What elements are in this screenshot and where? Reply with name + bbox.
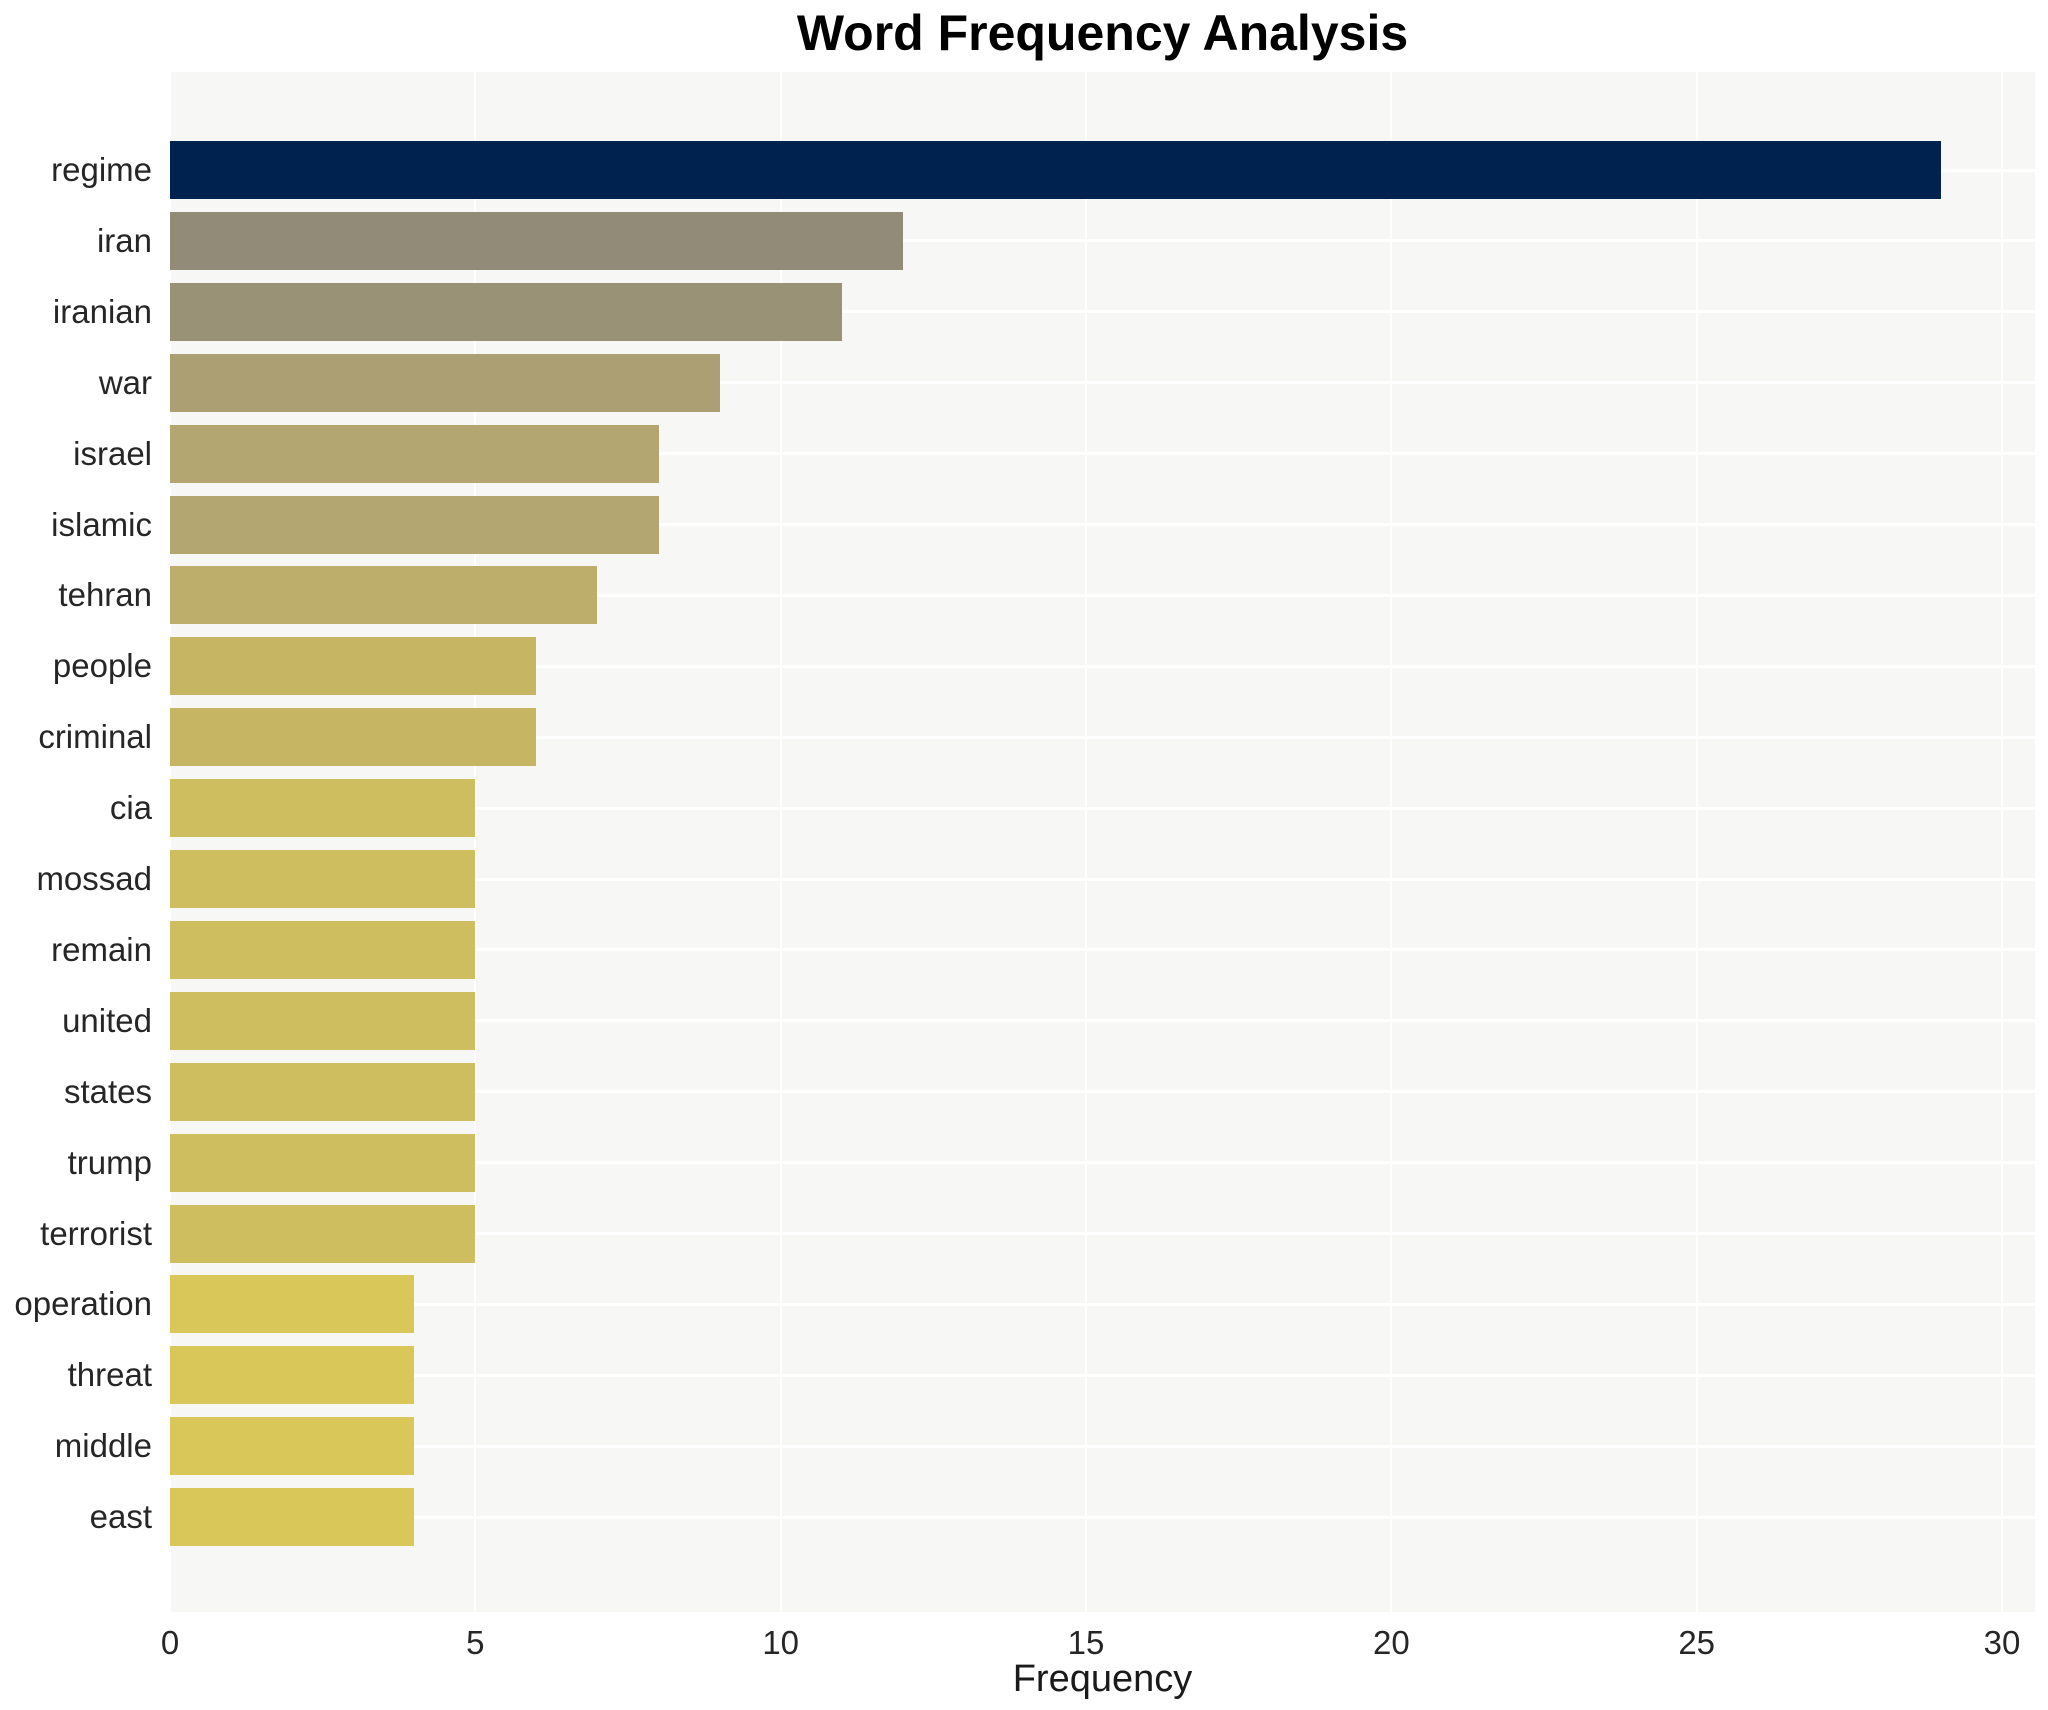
- bar-iranian: [170, 282, 842, 341]
- bar-middle: [170, 1417, 415, 1476]
- bar-tehran: [170, 566, 598, 625]
- x-gridline: [779, 72, 782, 1612]
- bar-mossad: [170, 850, 476, 908]
- y-label-iran: iran: [96, 221, 152, 259]
- y-label-east: east: [89, 1498, 152, 1536]
- bar-remain: [170, 920, 476, 979]
- y-gridline: [170, 1373, 2035, 1377]
- y-label-trump: trump: [67, 1143, 152, 1181]
- plot-area: [169, 72, 2035, 1612]
- bar-east: [170, 1488, 415, 1547]
- y-gridline: [170, 664, 2035, 668]
- y-label-remain: remain: [51, 930, 152, 968]
- y-label-war: war: [98, 363, 152, 401]
- bar-war: [170, 353, 720, 412]
- bar-states: [170, 1062, 476, 1121]
- y-gridline: [170, 1161, 2035, 1165]
- y-gridline: [170, 239, 2035, 243]
- y-label-middle: middle: [54, 1427, 152, 1465]
- y-gridline: [170, 877, 2035, 881]
- y-gridline: [170, 381, 2035, 385]
- y-label-criminal: criminal: [38, 718, 152, 756]
- x-tick-10: 10: [762, 1624, 800, 1661]
- y-label-islamic: islamic: [51, 505, 152, 543]
- x-tick-5: 5: [466, 1624, 485, 1661]
- x-gridline: [1695, 72, 1698, 1612]
- y-label-cia: cia: [109, 789, 152, 827]
- y-label-mossad: mossad: [36, 860, 152, 897]
- y-gridline: [170, 1515, 2035, 1519]
- bar-trump: [170, 1133, 476, 1192]
- x-gridline: [1390, 72, 1393, 1612]
- bar-iran: [170, 211, 903, 270]
- y-gridline: [170, 1302, 2035, 1306]
- bar-united: [170, 991, 476, 1050]
- y-gridline: [170, 310, 2035, 314]
- x-tick-30: 30: [1983, 1624, 2021, 1661]
- x-gridline: [169, 72, 171, 1612]
- y-gridline: [170, 593, 2035, 597]
- y-label-israel: israel: [73, 434, 152, 472]
- bar-criminal: [170, 708, 537, 767]
- y-gridline: [170, 1090, 2035, 1094]
- y-gridline: [170, 1444, 2035, 1448]
- y-label-united: united: [62, 1001, 152, 1039]
- x-gridline: [1085, 72, 1087, 1612]
- y-gridline: [170, 1232, 2035, 1235]
- bar-regime: [170, 141, 1941, 199]
- x-tick-15: 15: [1067, 1624, 1105, 1661]
- y-label-states: states: [63, 1072, 152, 1110]
- y-label-people: people: [52, 647, 152, 685]
- y-gridline: [170, 523, 2035, 526]
- x-tick-25: 25: [1678, 1624, 1716, 1661]
- x-gridline: [474, 72, 477, 1612]
- x-gridline: [2001, 72, 2004, 1612]
- bar-operation: [170, 1275, 415, 1334]
- bar-people: [170, 637, 537, 696]
- y-label-regime: regime: [51, 151, 152, 188]
- bar-cia: [170, 779, 476, 838]
- y-label-terrorist: terrorist: [40, 1214, 152, 1252]
- x-tick-0: 0: [160, 1624, 180, 1661]
- bar-threat: [170, 1346, 415, 1405]
- chart-title: Word Frequency Analysis: [796, 5, 1409, 61]
- x-axis-title: Frequency: [1012, 1658, 1193, 1700]
- y-gridline: [170, 806, 2035, 810]
- bar-terrorist: [170, 1204, 476, 1263]
- bar-israel: [170, 424, 659, 483]
- y-gridline: [170, 1019, 2035, 1023]
- y-label-operation: operation: [14, 1285, 152, 1323]
- y-label-tehran: tehran: [58, 576, 152, 614]
- bar-islamic: [170, 495, 659, 554]
- y-label-threat: threat: [67, 1356, 152, 1394]
- y-label-iranian: iranian: [52, 292, 152, 330]
- y-gridline: [170, 948, 2035, 952]
- y-gridline: [170, 452, 2035, 456]
- y-gridline: [170, 735, 2035, 739]
- x-tick-20: 20: [1372, 1624, 1410, 1661]
